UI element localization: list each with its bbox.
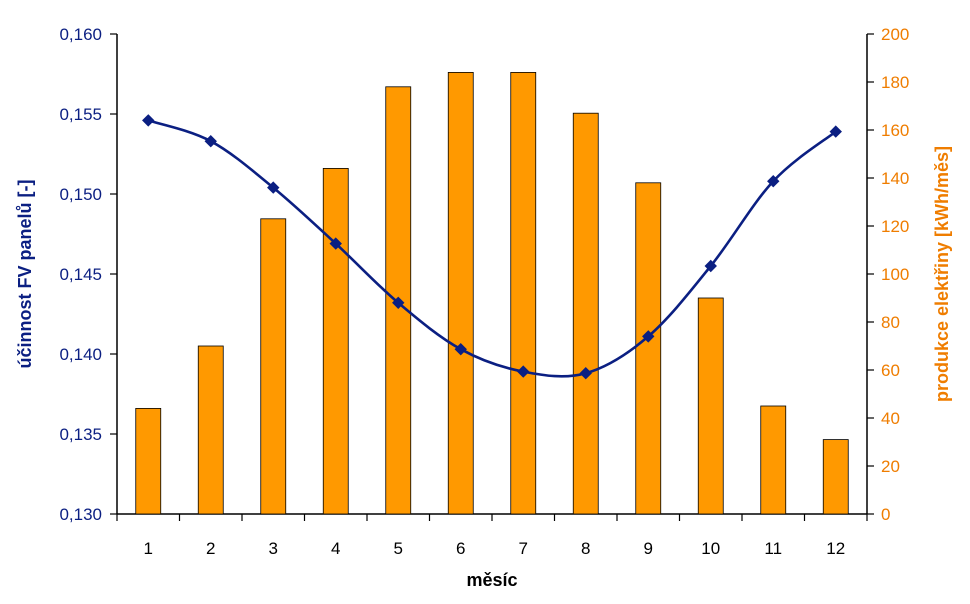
production-bar	[260, 218, 287, 515]
left-axis-title: účinnost FV panelů [-]	[15, 180, 35, 369]
right-axis-tick-label: 140	[881, 169, 909, 188]
right-axis-tick-label: 160	[881, 121, 909, 140]
production-bar	[197, 345, 224, 515]
right-axis-tick-label: 120	[881, 217, 909, 236]
x-axis-tick-label: 12	[826, 539, 845, 558]
line-layer	[142, 114, 842, 380]
right-axis-tick-label: 200	[881, 25, 909, 44]
x-axis-tick-label: 5	[394, 539, 403, 558]
right-axis-tick-label: 60	[881, 361, 900, 380]
x-axis-tick-label: 3	[269, 539, 278, 558]
left-axis-tick-label: 0,130	[59, 505, 102, 524]
production-bar	[760, 405, 787, 515]
left-axis-tick-label: 0,150	[59, 185, 102, 204]
bars-layer	[135, 72, 849, 515]
left-axis-tick-label: 0,135	[59, 425, 102, 444]
efficiency-point	[829, 125, 842, 138]
right-axis-tick-label: 0	[881, 505, 890, 524]
x-axis-tick-label: 7	[519, 539, 528, 558]
efficiency-point	[767, 174, 780, 188]
efficiency-point	[704, 259, 717, 273]
production-bar	[135, 407, 162, 515]
efficiency-point	[517, 365, 530, 378]
right-axis-tick-label: 20	[881, 457, 900, 476]
production-bar	[635, 182, 662, 515]
efficiency-point	[267, 181, 280, 194]
efficiency-point	[204, 134, 217, 148]
efficiency-point	[642, 330, 655, 343]
x-axis-tick-label: 9	[644, 539, 653, 558]
left-axis-tick-label: 0,155	[59, 105, 102, 124]
x-axis-tick-label: 6	[456, 539, 465, 558]
x-axis-title: měsíc	[466, 570, 517, 590]
production-bar	[572, 112, 599, 515]
right-axis-tick-label: 80	[881, 313, 900, 332]
right-axis-tick-label: 100	[881, 265, 909, 284]
axes-layer	[110, 33, 874, 521]
x-axis-tick-label: 2	[206, 539, 215, 558]
x-axis-tick-label: 10	[701, 539, 720, 558]
production-bar	[510, 72, 537, 515]
efficiency-point	[392, 296, 405, 310]
right-axis-tick-label: 180	[881, 73, 909, 92]
efficiency-point	[579, 366, 592, 380]
right-axis-tick-label: 40	[881, 409, 900, 428]
efficiency-line	[146, 119, 838, 378]
production-bar	[322, 167, 349, 515]
production-bar	[697, 297, 724, 515]
x-axis-tick-label: 4	[331, 539, 340, 558]
x-axis-tick-label: 1	[144, 539, 153, 558]
production-bar	[447, 72, 474, 515]
right-axis-title: produkce elektřiny [kWh/měs]	[932, 146, 952, 402]
labels-layer: 0,130 0,135 0,140 0,145 0,150 0,155 0,160 0 20 40…	[59, 25, 909, 558]
x-axis-tick-label: 8	[581, 539, 590, 558]
efficiency-point	[329, 237, 342, 250]
left-axis-tick-label: 0,160	[59, 25, 102, 44]
efficiency-point	[142, 114, 155, 127]
x-axis-tick-label: 11	[764, 539, 782, 558]
production-bar	[822, 439, 849, 515]
left-axis-tick-label: 0,145	[59, 265, 102, 284]
efficiency-point	[454, 342, 467, 356]
left-axis-tick-label: 0,140	[59, 345, 102, 364]
